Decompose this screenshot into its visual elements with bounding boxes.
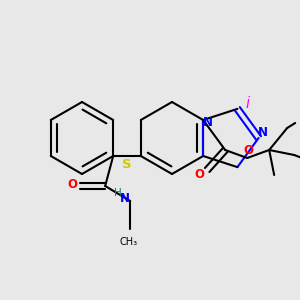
Text: O: O bbox=[67, 178, 77, 190]
Text: O: O bbox=[243, 143, 253, 157]
Text: N: N bbox=[203, 116, 213, 130]
Text: S: S bbox=[122, 158, 132, 170]
Text: N: N bbox=[258, 127, 268, 140]
Text: H: H bbox=[114, 188, 122, 198]
Text: N: N bbox=[120, 191, 130, 205]
Text: i: i bbox=[245, 96, 250, 111]
Text: O: O bbox=[194, 167, 204, 181]
Text: CH₃: CH₃ bbox=[119, 237, 137, 247]
